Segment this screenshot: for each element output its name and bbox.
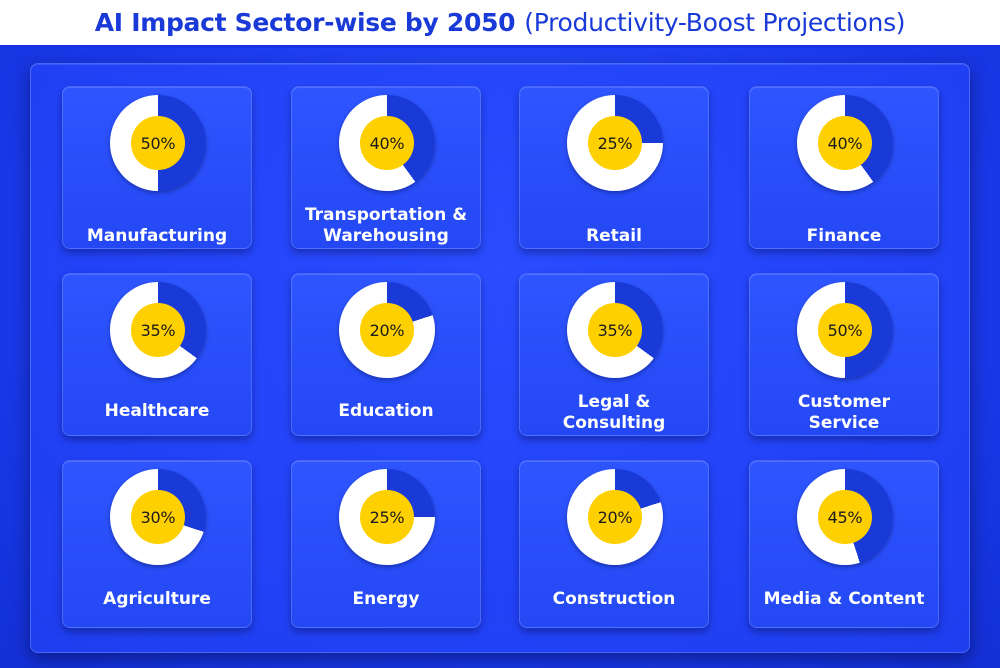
sector-card: 50% Manufacturing bbox=[62, 86, 252, 249]
sector-card: 20% Construction bbox=[519, 460, 709, 628]
donut-slice: 25% bbox=[339, 469, 435, 565]
sector-card: 35% Healthcare bbox=[62, 273, 252, 436]
sector-label-line: Healthcare bbox=[104, 401, 210, 421]
sector-label: Customer Service bbox=[750, 392, 938, 434]
title-bar: AI Impact Sector-wise by 2050 (Productiv… bbox=[0, 0, 1000, 48]
sector-label: Healthcare bbox=[63, 401, 251, 422]
sector-label-line: Finance bbox=[806, 226, 882, 246]
sector-label: Finance bbox=[750, 226, 938, 247]
sector-card: 20% Education bbox=[291, 273, 481, 436]
sector-label: Media & Content bbox=[750, 589, 938, 610]
sector-label-line: Transportation & bbox=[304, 205, 468, 225]
sector-card: 35% Legal & Consulting bbox=[519, 273, 709, 436]
value-label: 20% bbox=[588, 490, 642, 544]
sector-label-line: Education bbox=[338, 401, 434, 421]
donut-slice: 50% bbox=[110, 95, 206, 191]
value-label: 35% bbox=[131, 303, 185, 357]
sector-label-line: Consulting bbox=[562, 413, 666, 433]
donut-slice: 30% bbox=[110, 469, 206, 565]
sector-label-line: Service bbox=[808, 413, 880, 433]
value-label: 25% bbox=[588, 116, 642, 170]
donut-slice: 40% bbox=[339, 95, 435, 191]
value-label: 40% bbox=[818, 116, 872, 170]
sector-label: Agriculture bbox=[63, 589, 251, 610]
sector-grid-panel: 50% Manufacturing 40% Transportation & Wareh… bbox=[30, 63, 970, 653]
value-label: 40% bbox=[360, 116, 414, 170]
sector-label-line: Retail bbox=[586, 226, 642, 246]
value-label: 20% bbox=[360, 303, 414, 357]
donut-slice: 50% bbox=[797, 282, 893, 378]
sector-card: 50% Customer Service bbox=[749, 273, 939, 436]
sector-label-line: Customer bbox=[797, 392, 891, 412]
donut-slice: 35% bbox=[567, 282, 663, 378]
sector-card: 40% Finance bbox=[749, 86, 939, 249]
sector-label: Transportation & Warehousing bbox=[292, 205, 480, 247]
sector-card: 45% Media & Content bbox=[749, 460, 939, 628]
value-label: 35% bbox=[588, 303, 642, 357]
sector-card: 30% Agriculture bbox=[62, 460, 252, 628]
value-label: 50% bbox=[131, 116, 185, 170]
donut-slice: 25% bbox=[567, 95, 663, 191]
sector-label: Legal & Consulting bbox=[520, 392, 708, 434]
donut-slice: 40% bbox=[797, 95, 893, 191]
sector-label: Education bbox=[292, 401, 480, 422]
value-label: 50% bbox=[818, 303, 872, 357]
sector-label: Energy bbox=[292, 589, 480, 610]
sector-label: Retail bbox=[520, 226, 708, 247]
value-label: 30% bbox=[131, 490, 185, 544]
sector-label-line: Energy bbox=[352, 589, 420, 609]
sector-label-line: Legal & bbox=[577, 392, 651, 412]
sector-label-line: Construction bbox=[552, 589, 676, 609]
donut-slice: 20% bbox=[567, 469, 663, 565]
donut-slice: 20% bbox=[339, 282, 435, 378]
chart-subtitle: (Productivity-Boost Projections) bbox=[524, 8, 906, 37]
sector-label: Manufacturing bbox=[63, 226, 251, 247]
sector-card: 40% Transportation & Warehousing bbox=[291, 86, 481, 249]
sector-label-line: Agriculture bbox=[103, 589, 211, 609]
sector-label-line: Manufacturing bbox=[86, 226, 228, 246]
sector-label-line: Warehousing bbox=[323, 226, 449, 246]
chart-title: AI Impact Sector-wise by 2050 bbox=[94, 8, 516, 37]
sector-card: 25% Retail bbox=[519, 86, 709, 249]
sector-label: Construction bbox=[520, 589, 708, 610]
sector-label-line: Media & Content bbox=[763, 589, 925, 609]
donut-slice: 35% bbox=[110, 282, 206, 378]
sector-card: 25% Energy bbox=[291, 460, 481, 628]
donut-slice: 45% bbox=[797, 469, 893, 565]
value-label: 25% bbox=[360, 490, 414, 544]
value-label: 45% bbox=[818, 490, 872, 544]
